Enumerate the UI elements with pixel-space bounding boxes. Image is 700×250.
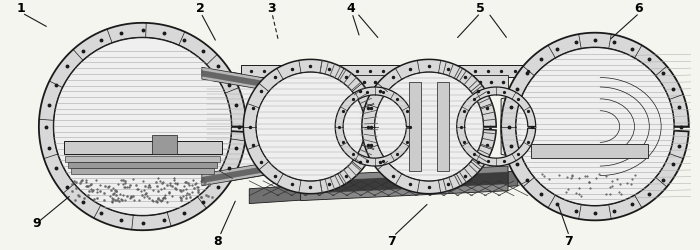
Text: 8: 8 — [214, 234, 223, 247]
Polygon shape — [300, 166, 508, 201]
Text: 6: 6 — [634, 2, 643, 15]
Polygon shape — [202, 162, 271, 186]
Circle shape — [54, 38, 232, 216]
Polygon shape — [65, 156, 220, 162]
Text: 9: 9 — [32, 216, 41, 230]
Polygon shape — [39, 24, 246, 230]
Polygon shape — [64, 142, 222, 154]
Polygon shape — [531, 145, 648, 158]
Polygon shape — [335, 88, 414, 166]
Circle shape — [256, 73, 365, 181]
Polygon shape — [410, 83, 421, 171]
Ellipse shape — [263, 80, 279, 174]
Polygon shape — [153, 136, 177, 154]
Polygon shape — [360, 92, 456, 162]
Text: 2: 2 — [196, 2, 204, 15]
Polygon shape — [14, 14, 686, 230]
Polygon shape — [202, 68, 271, 186]
Polygon shape — [202, 68, 271, 92]
Polygon shape — [241, 66, 538, 78]
Text: 7: 7 — [388, 234, 396, 247]
Polygon shape — [362, 60, 496, 194]
Circle shape — [374, 73, 483, 181]
Circle shape — [516, 48, 674, 206]
Polygon shape — [295, 76, 508, 90]
Polygon shape — [501, 34, 689, 220]
Polygon shape — [244, 60, 378, 194]
Polygon shape — [437, 83, 449, 171]
Polygon shape — [456, 88, 536, 166]
Text: 3: 3 — [267, 2, 276, 15]
Polygon shape — [68, 162, 217, 168]
Text: 7: 7 — [564, 234, 573, 247]
Text: 5: 5 — [477, 2, 485, 15]
Text: 1: 1 — [16, 2, 25, 15]
Polygon shape — [249, 171, 518, 204]
Polygon shape — [501, 94, 521, 160]
Polygon shape — [71, 168, 214, 174]
Text: 4: 4 — [346, 2, 355, 15]
